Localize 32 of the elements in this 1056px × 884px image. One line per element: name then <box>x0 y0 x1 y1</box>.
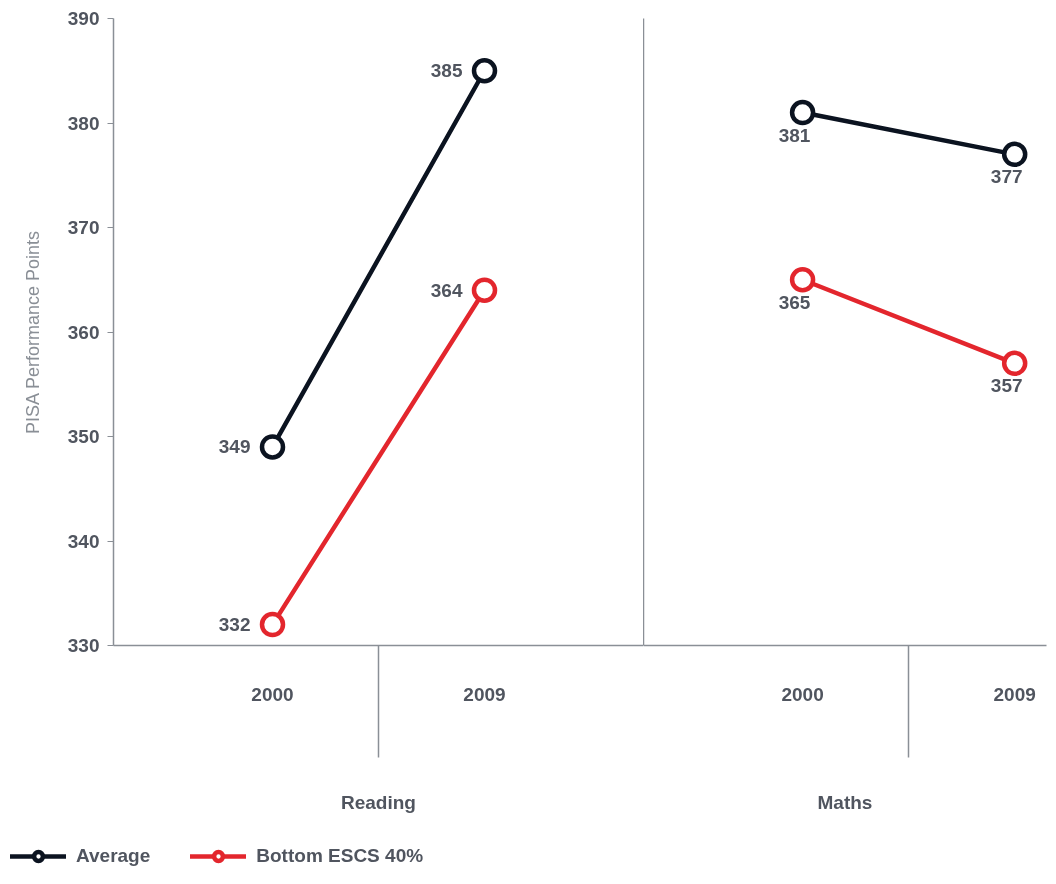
legend-label: Bottom ESCS 40% <box>256 845 424 867</box>
y-tick-label: 340 <box>67 530 100 552</box>
y-tick-label: 390 <box>67 8 100 29</box>
data-label: 377 <box>990 166 1023 188</box>
data-label: 332 <box>218 614 251 636</box>
data-label: 385 <box>430 60 463 82</box>
x-tick-label: 2009 <box>463 683 506 705</box>
point <box>259 434 286 460</box>
point <box>471 58 498 84</box>
y-tick-label: 370 <box>67 217 100 238</box>
x-tick-label: 2000 <box>251 683 294 705</box>
point <box>259 611 286 638</box>
point <box>789 267 816 293</box>
data-label: 365 <box>778 291 811 313</box>
data-label: 349 <box>218 436 251 458</box>
data-label: 357 <box>990 375 1023 397</box>
data-label: 364 <box>430 279 463 301</box>
legend-label: Average <box>76 845 151 867</box>
x-tick-label: 2009 <box>993 683 1036 705</box>
x-axis-title: Maths <box>817 791 873 813</box>
x-axis-title: Reading <box>341 791 416 813</box>
y-axis-title: PISA Performance Points <box>22 230 43 435</box>
x-tick-label: 2000 <box>781 683 824 705</box>
y-tick-label: 350 <box>67 426 100 447</box>
point <box>471 277 498 303</box>
data-label: 381 <box>778 124 811 146</box>
point <box>789 99 816 126</box>
point <box>1001 141 1028 168</box>
y-tick-label: 360 <box>67 321 100 343</box>
point <box>1001 350 1028 377</box>
y-tick-label: 330 <box>67 635 100 656</box>
y-tick-label: 380 <box>67 112 100 134</box>
